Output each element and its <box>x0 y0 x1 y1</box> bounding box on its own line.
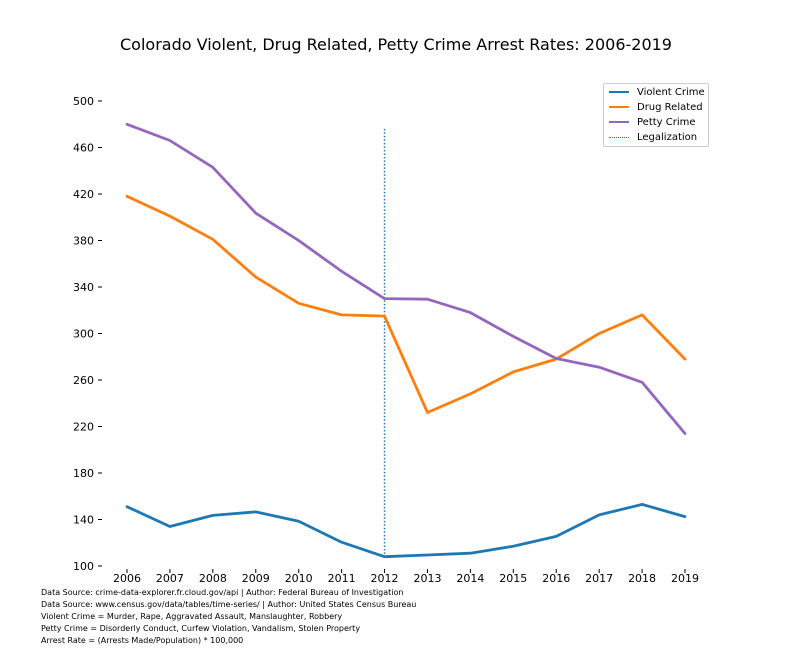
legend-swatch-drug-related <box>609 106 629 108</box>
x-tick-label: 2013 <box>413 572 441 585</box>
x-tick-label: 2008 <box>199 572 227 585</box>
x-tick-label: 2015 <box>499 572 527 585</box>
x-tick-label: 2016 <box>542 572 570 585</box>
chart-title: Colorado Violent, Drug Related, Petty Cr… <box>120 35 672 54</box>
y-tick-label: 100 <box>73 560 94 573</box>
x-tick-label: 2012 <box>371 572 399 585</box>
y-tick-label: 220 <box>73 421 94 434</box>
legend-swatch-petty-crime <box>609 121 629 123</box>
legend-swatch-legalization <box>609 136 629 138</box>
y-tick-label: 260 <box>73 374 94 387</box>
legend-swatch-violent-crime <box>609 91 629 93</box>
x-tick-label: 2007 <box>156 572 184 585</box>
x-tick-label: 2009 <box>242 572 270 585</box>
y-tick-label: 180 <box>73 467 94 480</box>
series-line-petty-crime <box>125 122 687 435</box>
footnotes: Data Source: crime-data-explorer.fr.clou… <box>41 587 416 647</box>
legend-item-drug-related: Drug Related <box>609 100 703 114</box>
legend-label-violent-crime: Violent Crime <box>637 86 705 98</box>
x-axis: 2006 2007 2008 2009 2010 2011 2012 2013 2014 2015… <box>113 569 699 585</box>
legend-item-violent-crime: Violent Crime <box>609 85 705 99</box>
x-tick-label: 2010 <box>285 572 313 585</box>
legend-label-legalization: Legalization <box>637 131 698 143</box>
legend-item-petty-crime: Petty Crime <box>609 115 696 129</box>
y-axis: 100 140 180 220 260 300 340 380 420 460 500 <box>73 95 102 573</box>
legend-label-drug-related: Drug Related <box>637 101 703 113</box>
x-tick-label: 2014 <box>456 572 484 585</box>
y-tick-label: 140 <box>73 514 94 527</box>
series-lines <box>125 122 687 559</box>
legend-label-petty-crime: Petty Crime <box>637 116 696 128</box>
x-tick-label: 2018 <box>628 572 656 585</box>
footnote: Data Source: www.census.gov/data/tables/… <box>41 600 417 609</box>
y-tick-label: 300 <box>73 328 94 341</box>
x-tick-label: 2006 <box>113 572 141 585</box>
x-tick-label: 2017 <box>585 572 613 585</box>
legend-item-legalization: Legalization <box>609 130 697 144</box>
y-tick-label: 500 <box>73 95 94 108</box>
series-line-violent-crime <box>125 502 687 559</box>
legend: Violent Crime Drug Related Petty Crime L… <box>603 83 709 147</box>
x-tick-label: 2011 <box>328 572 356 585</box>
y-tick-label: 460 <box>73 142 94 155</box>
y-tick-label: 420 <box>73 188 94 201</box>
footnote: Petty Crime = Disorderly Conduct, Curfew… <box>41 624 361 633</box>
series-line-drug-related <box>125 194 687 414</box>
y-tick-label: 340 <box>73 281 94 294</box>
footnote: Data Source: crime-data-explorer.fr.clou… <box>41 588 404 597</box>
y-tick-label: 380 <box>73 235 94 248</box>
x-tick-label: 2019 <box>671 572 699 585</box>
footnote: Arrest Rate = (Arrests Made/Population) … <box>41 636 244 645</box>
footnote: Violent Crime = Murder, Rape, Aggravated… <box>41 612 343 621</box>
